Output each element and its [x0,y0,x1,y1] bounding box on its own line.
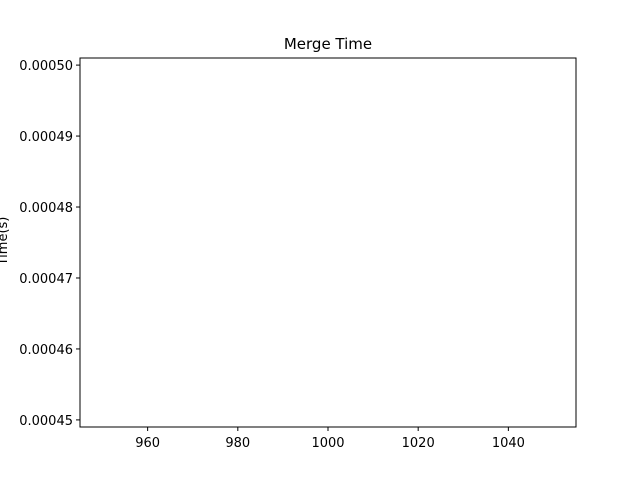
x-tick-label: 960 [135,436,160,451]
x-axis-ticks: 960 980 1000 1020 1040 [135,427,525,451]
y-tick-label: 0.00046 [19,343,73,358]
y-tick-label: 0.00045 [19,414,73,429]
x-tick-label: 1000 [311,436,344,451]
chart-title: Merge Time [284,35,372,53]
x-tick-label: 1020 [402,436,435,451]
x-tick-label: 980 [225,436,250,451]
y-axis-label: Time(s) [0,217,11,267]
y-tick-label: 0.00049 [19,130,73,145]
y-tick-label: 0.00050 [19,59,73,74]
y-tick-label: 0.00048 [19,201,73,216]
plot-area-frame [79,57,577,428]
y-axis-ticks: 0.00045 0.00046 0.00047 0.00048 0.00049 0.000… [19,59,80,429]
y-tick-label: 0.00047 [19,272,73,287]
x-tick-label: 1040 [492,436,525,451]
